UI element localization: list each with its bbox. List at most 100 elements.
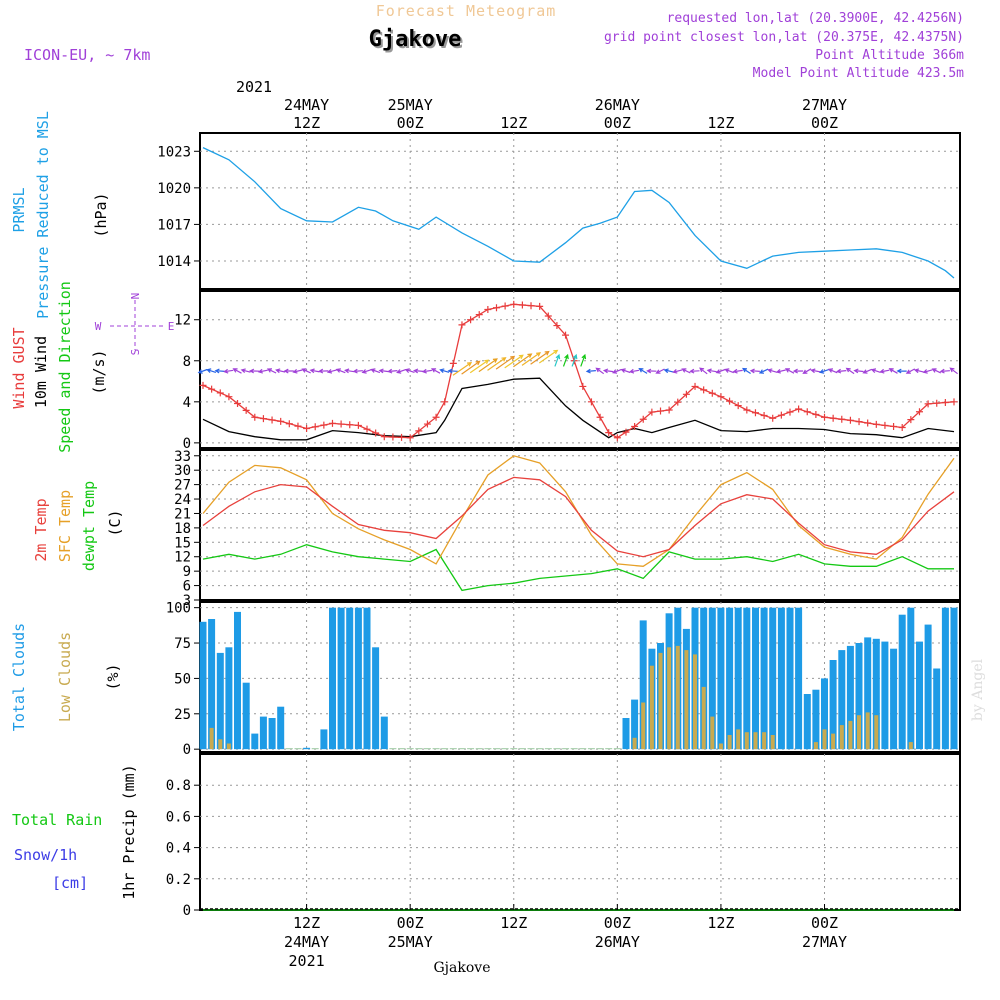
wind-direction-arrow [214, 368, 225, 374]
wind-direction-arrow [504, 354, 524, 369]
gust-marker [553, 322, 561, 330]
gust-marker [216, 389, 224, 397]
ytick-label-clouds: 100 [166, 601, 191, 617]
wind-direction-arrow [387, 368, 398, 374]
total-cloud-bar [544, 748, 552, 750]
total-cloud-bar [872, 638, 880, 750]
gust-marker [812, 410, 820, 418]
footer-location: Gjakove [434, 960, 491, 976]
total-cloud-bar [518, 748, 526, 750]
total-cloud-bar [484, 748, 492, 750]
top-date-label: 25MAY [388, 96, 433, 114]
total-cloud-bar [346, 607, 354, 750]
wind-direction-arrow [266, 368, 277, 374]
bottom-date-label: 26MAY [595, 933, 640, 951]
gust-marker [389, 433, 397, 441]
low-cloud-bar [693, 654, 697, 750]
wind-direction-arrow [447, 368, 458, 374]
wind-direction-arrow [836, 368, 847, 374]
total-cloud-bar [337, 607, 345, 750]
ytick-label-temp: 18 [174, 521, 191, 537]
bottom-date-label: 27MAY [802, 933, 847, 951]
wind-direction-arrow [361, 369, 372, 374]
panel-frame-clouds [199, 601, 961, 753]
gust-marker [423, 420, 431, 428]
panel-frame-temp [199, 449, 961, 601]
wind-direction-arrow [495, 355, 516, 370]
ytick-label-precip: 0 [183, 903, 191, 919]
ytick-label-precip: 0.6 [166, 809, 191, 825]
wind-10m-label: 10m Wind [32, 336, 50, 408]
wind-direction-arrow [223, 368, 234, 374]
total-cloud-bar [536, 748, 544, 750]
wind-direction-arrow [870, 368, 881, 374]
compass-s: S [129, 349, 142, 356]
wind-direction-arrow [724, 368, 735, 374]
top-hour-label: 12Z [293, 114, 320, 132]
total-cloud-bar [769, 607, 777, 750]
wind-direction-arrow [655, 368, 665, 374]
top-hour-label: 00Z [397, 114, 424, 132]
wind-direction-arrow [378, 368, 389, 374]
gust-marker [829, 414, 837, 422]
total-cloud-bar [890, 648, 898, 750]
total-cloud-bar [501, 748, 509, 750]
gust-marker [605, 429, 613, 437]
gust-marker [372, 429, 380, 437]
wind-direction-arrow [931, 368, 942, 374]
wind-direction-arrow [421, 368, 432, 374]
total-cloud-bar [812, 689, 820, 750]
gust-marker [821, 413, 829, 421]
wind-direction-arrow [478, 358, 498, 373]
total-cloud-bar [216, 652, 224, 750]
wind-direction-arrow [309, 368, 320, 374]
wind-direction-arrow [585, 368, 596, 374]
model-label: ICON-EU, ~ 7km [24, 46, 150, 64]
wind-direction-arrow [487, 357, 507, 371]
gust-marker [838, 415, 846, 423]
gust-marker [328, 419, 336, 427]
wind-direction-arrow [396, 369, 406, 374]
ytick-label-wind: 8 [183, 354, 191, 370]
wind-direction-arrow [879, 368, 890, 374]
gust-marker [933, 399, 941, 407]
gust-marker [354, 421, 362, 429]
gust-marker [596, 413, 604, 421]
total-cloud-bar [933, 668, 941, 750]
prmsl-line [202, 147, 955, 279]
gust-marker [717, 393, 725, 401]
low-cloud-bar [718, 743, 723, 750]
gust-marker [708, 389, 716, 397]
low-cloud-bar [908, 742, 913, 750]
wind-direction-arrow [257, 368, 268, 374]
total-cloud-bar [242, 682, 250, 750]
compass-e: E [168, 320, 175, 333]
total-cloud-bar [553, 748, 561, 750]
total-cloud-bar [898, 614, 906, 750]
top-date-label: 27MAY [802, 96, 847, 114]
total-cloud-bar [829, 660, 837, 750]
total-cloud-bar [320, 729, 328, 750]
gust-marker [449, 359, 457, 367]
total-cloud-bar [639, 620, 647, 750]
ytick-label-temp: 33 [174, 449, 191, 465]
wind-direction-arrow [784, 368, 795, 374]
top-date-label: 26MAY [595, 96, 640, 114]
low-cloud-bar [874, 715, 879, 750]
wind-direction-arrow [335, 368, 346, 374]
total-cloud-bar [259, 716, 267, 750]
wind-direction-arrow [715, 368, 726, 374]
requested-coords: requested lon,lat (20.3900E, 42.4256N) [667, 11, 964, 26]
gust-marker [242, 406, 250, 414]
data-lines [200, 147, 960, 911]
top-year-label: 2021 [236, 78, 272, 96]
gust-marker [441, 398, 449, 406]
total-cloud-bar [225, 647, 233, 750]
wind-direction-arrow [197, 368, 208, 374]
wind-direction-arrow [758, 368, 769, 374]
total-cloud-bar [717, 607, 725, 750]
gust-marker [484, 305, 492, 313]
total-cloud-bar [846, 645, 854, 750]
gust-marker [639, 415, 647, 423]
